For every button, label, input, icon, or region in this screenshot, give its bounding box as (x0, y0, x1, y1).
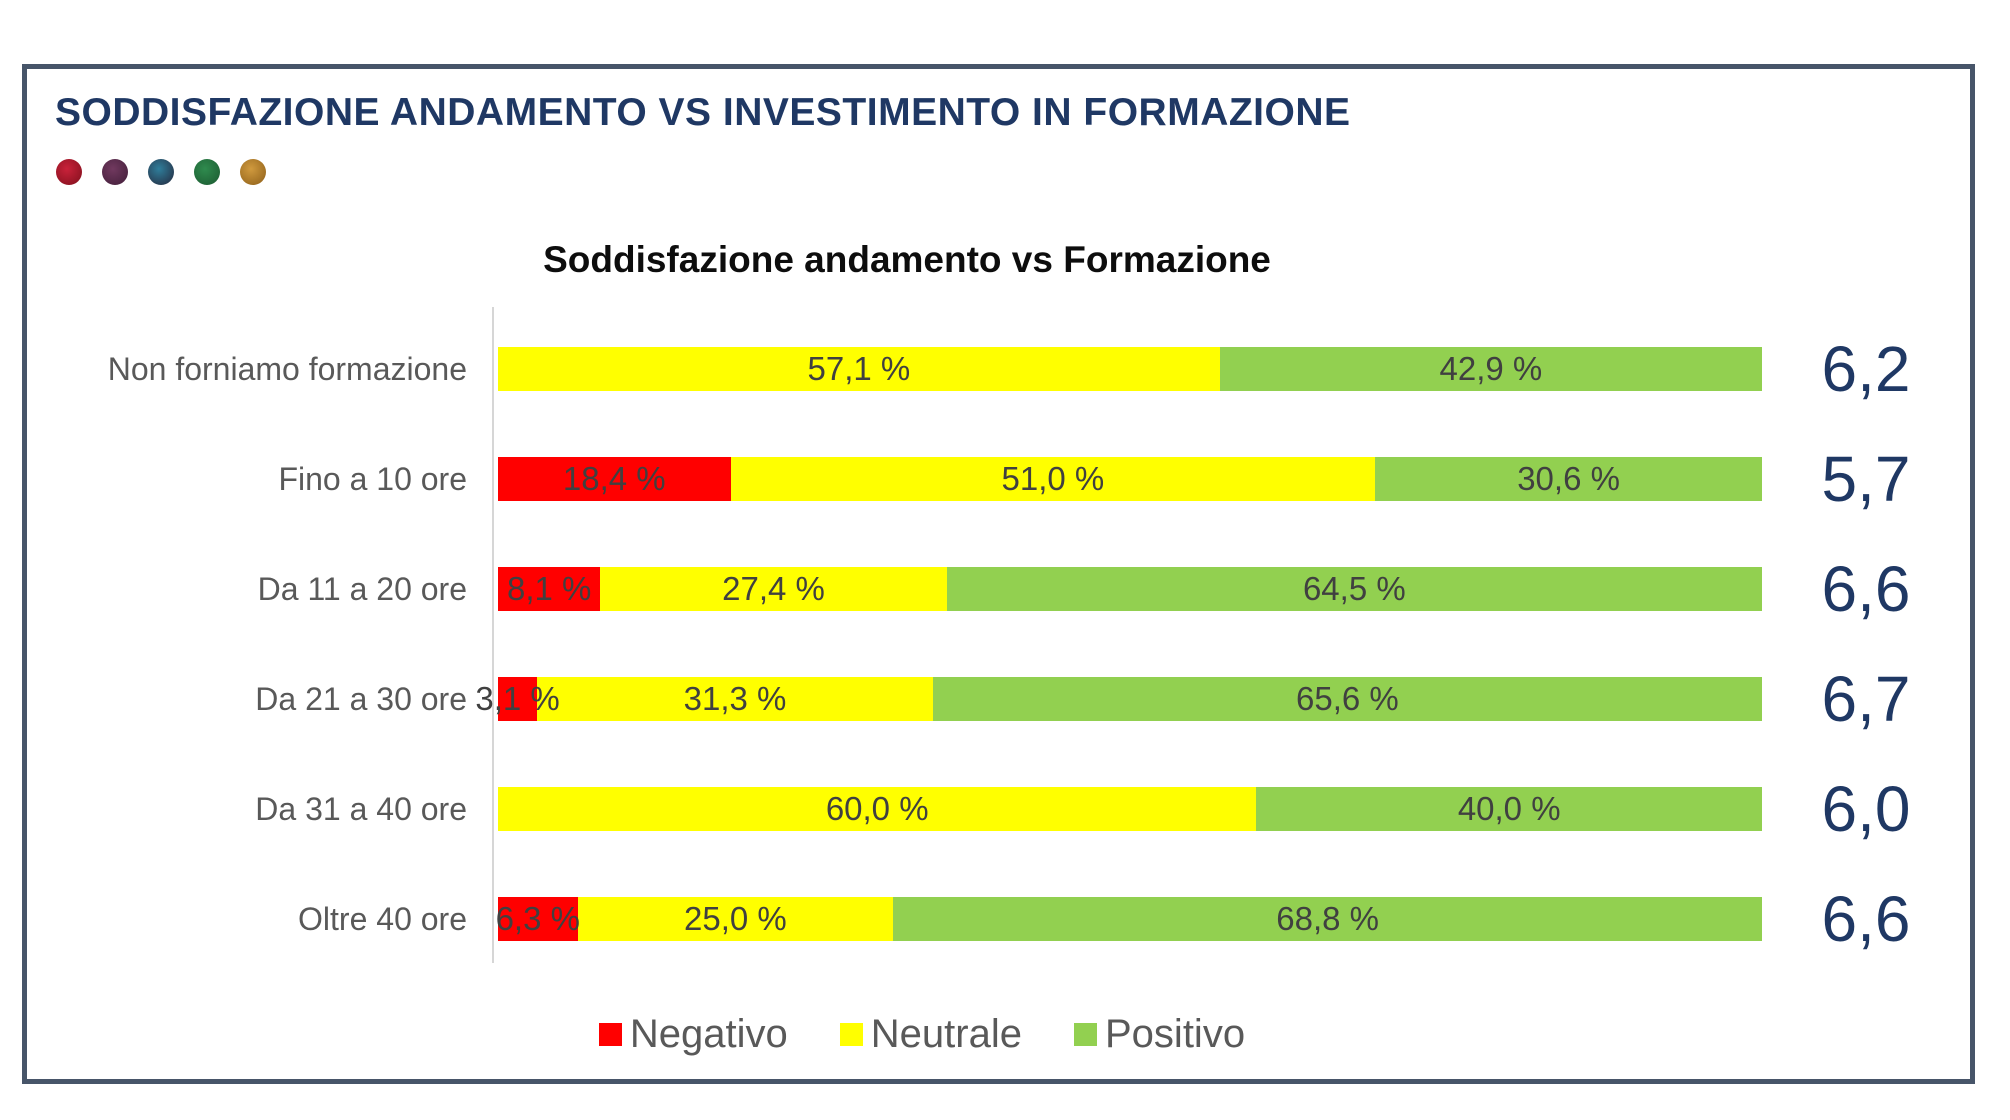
score-value: 6,6 (1821, 883, 1911, 955)
chart-frame: SODDISFAZIONE ANDAMENTO VS INVESTIMENTO … (22, 64, 1975, 1084)
bar-segment-positivo: 42,9 % (1219, 347, 1762, 391)
page-title: SODDISFAZIONE ANDAMENTO VS INVESTIMENTO … (55, 91, 1351, 134)
segment-value-label: 60,0 % (825, 790, 929, 827)
bar-row: Da 11 a 20 ore 8,1 % 27,4 % 64,5 % 6,6 (27, 534, 1961, 644)
legend-swatch-negativo (598, 1022, 622, 1046)
stacked-bar: 18,4 % 51,0 % 30,6 % (498, 457, 1762, 501)
dot-plum (102, 159, 128, 185)
chart-title: Soddisfazione andamento vs Formazione (543, 239, 1271, 280)
score-value: 6,2 (1821, 333, 1911, 405)
bar-segment-negativo: 6,3 % (495, 897, 580, 941)
category-label: Fino a 10 ore (278, 460, 467, 497)
legend-swatch-neutrale (839, 1022, 863, 1046)
bar-segment-negativo: 3,1 % (475, 677, 560, 721)
chart-legend: Negativo Neutrale Positivo (27, 1011, 1817, 1057)
segment-value-label: 64,5 % (1302, 570, 1406, 607)
score-value: 6,6 (1821, 553, 1911, 625)
bar-segment-neutrale: 25,0 % (577, 897, 894, 941)
legend-label: Neutrale (870, 1011, 1022, 1056)
category-label: Da 31 a 40 ore (255, 790, 467, 827)
bar-segment-positivo: 65,6 % (932, 677, 1762, 721)
dot-teal (148, 159, 174, 185)
segment-value-label: 25,0 % (684, 900, 787, 937)
bar-segment-neutrale: 57,1 % (498, 347, 1220, 391)
bar-segment-positivo: 64,5 % (946, 567, 1762, 611)
legend-item-positivo: Positivo (1074, 1012, 1245, 1057)
stacked-bar: 3,1 % 31,3 % 65,6 % (475, 677, 1762, 721)
bar-segment-positivo: 30,6 % (1375, 457, 1762, 501)
dot-green (194, 159, 220, 185)
segment-value-label: 3,1 % (475, 680, 560, 717)
stacked-bar: 57,1 % 42,9 % (498, 347, 1762, 391)
bar-row: Non forniamo formazione 57,1 % 42,9 % 6,2 (27, 314, 1961, 424)
stacked-bar: 60,0 % 40,0 % (498, 787, 1762, 831)
bar-segment-negativo: 8,1 % (498, 567, 601, 611)
score-value: 6,0 (1821, 773, 1911, 845)
title-dots (56, 159, 266, 185)
category-label: Da 11 a 20 ore (257, 570, 467, 607)
segment-value-label: 65,6 % (1296, 680, 1399, 717)
segment-value-label: 27,4 % (722, 570, 825, 607)
segment-value-label: 51,0 % (1001, 460, 1105, 497)
bar-row: Da 31 a 40 ore 60,0 % 40,0 % 6,0 (27, 754, 1961, 864)
segment-value-label: 40,0 % (1457, 790, 1561, 827)
legend-item-neutrale: Neutrale (839, 1011, 1022, 1057)
segment-value-label: 8,1 % (506, 570, 592, 607)
bar-segment-neutrale: 31,3 % (537, 677, 933, 721)
segment-value-label: 68,8 % (1276, 900, 1379, 937)
legend-label: Negativo (629, 1011, 788, 1056)
bar-segment-positivo: 40,0 % (1256, 787, 1762, 831)
bar-row: Da 21 a 30 ore 3,1 % 31,3 % 65,6 % 6,7 (27, 644, 1961, 754)
segment-value-label: 57,1 % (807, 350, 911, 387)
bar-segment-neutrale: 51,0 % (730, 457, 1376, 501)
stacked-bar: 6,3 % 25,0 % 68,8 % (495, 897, 1762, 941)
segment-value-label: 42,9 % (1439, 350, 1543, 387)
bar-row: Fino a 10 ore 18,4 % 51,0 % 30,6 % 5,7 (27, 424, 1961, 534)
category-label: Non forniamo formazione (107, 350, 467, 387)
dot-crimson (56, 159, 82, 185)
segment-value-label: 30,6 % (1517, 460, 1620, 497)
category-label: Da 21 a 30 ore (255, 680, 467, 717)
bar-row: Oltre 40 ore 6,3 % 25,0 % 68,8 % 6,6 (27, 864, 1961, 974)
score-value: 5,7 (1821, 443, 1911, 515)
dot-amber (240, 159, 266, 185)
score-value: 6,7 (1821, 663, 1911, 735)
segment-value-label: 31,3 % (683, 680, 787, 717)
category-label: Oltre 40 ore (298, 900, 467, 937)
bar-segment-negativo: 18,4 % (498, 457, 731, 501)
segment-value-label: 18,4 % (562, 460, 666, 497)
legend-label: Positivo (1105, 1011, 1246, 1056)
stacked-bar: 8,1 % 27,4 % 64,5 % (498, 567, 1762, 611)
bar-segment-neutrale: 60,0 % (498, 787, 1257, 831)
bar-segment-neutrale: 27,4 % (600, 567, 947, 611)
category-axis-line (492, 307, 494, 963)
bar-segment-positivo: 68,8 % (893, 897, 1762, 941)
legend-item-negativo: Negativo (598, 1011, 788, 1057)
segment-value-label: 6,3 % (495, 900, 580, 937)
legend-swatch-positivo (1074, 1022, 1097, 1046)
